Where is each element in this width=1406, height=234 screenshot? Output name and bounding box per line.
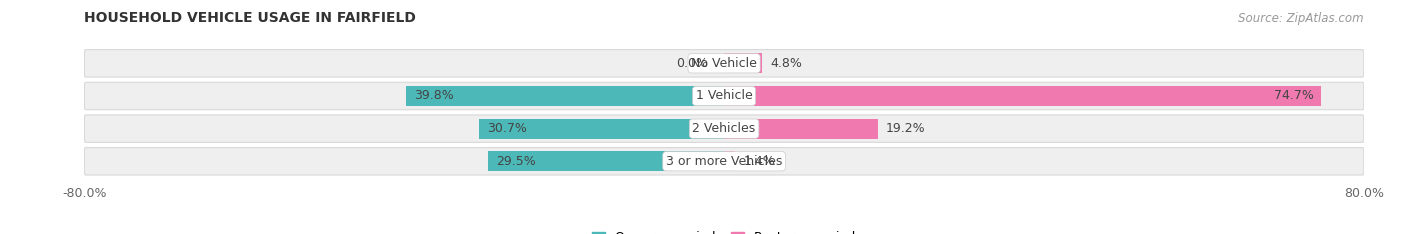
Text: 4.8%: 4.8% (770, 57, 803, 70)
FancyBboxPatch shape (84, 115, 1364, 142)
Text: 3 or more Vehicles: 3 or more Vehicles (666, 155, 782, 168)
Bar (724, 119, 877, 139)
Text: 30.7%: 30.7% (486, 122, 526, 135)
Bar (406, 86, 724, 106)
FancyBboxPatch shape (84, 82, 1364, 110)
Text: No Vehicle: No Vehicle (692, 57, 756, 70)
Text: 1.4%: 1.4% (744, 155, 775, 168)
Text: 0.0%: 0.0% (676, 57, 709, 70)
FancyBboxPatch shape (84, 50, 1364, 77)
Legend: Owner-occupied, Renter-occupied: Owner-occupied, Renter-occupied (588, 226, 860, 234)
Text: 39.8%: 39.8% (413, 89, 454, 102)
Text: 74.7%: 74.7% (1274, 89, 1313, 102)
Bar (724, 86, 1322, 106)
Bar (724, 53, 762, 73)
Text: 19.2%: 19.2% (886, 122, 925, 135)
Text: 1 Vehicle: 1 Vehicle (696, 89, 752, 102)
Bar (724, 151, 735, 172)
Bar (488, 151, 724, 172)
Text: Source: ZipAtlas.com: Source: ZipAtlas.com (1239, 12, 1364, 25)
Text: 29.5%: 29.5% (496, 155, 536, 168)
Bar (478, 119, 724, 139)
FancyBboxPatch shape (84, 148, 1364, 175)
Text: HOUSEHOLD VEHICLE USAGE IN FAIRFIELD: HOUSEHOLD VEHICLE USAGE IN FAIRFIELD (84, 11, 416, 25)
Text: 2 Vehicles: 2 Vehicles (693, 122, 755, 135)
